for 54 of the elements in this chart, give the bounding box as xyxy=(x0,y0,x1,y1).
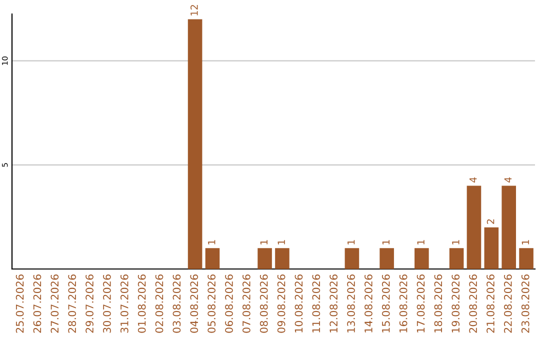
x-tick-label: 10.08.2026 xyxy=(294,274,303,332)
bar xyxy=(484,227,499,269)
x-tick-label: 30.07.2026 xyxy=(103,274,111,333)
data-label: 1 xyxy=(452,240,460,244)
data-label: 1 xyxy=(348,240,355,244)
x-tick-label: 07.08.2026 xyxy=(242,274,250,333)
x-tick-label: 09.08.2026 xyxy=(277,274,286,333)
x-tick-label: 06.08.2026 xyxy=(225,274,233,333)
data-label: 4 xyxy=(504,177,512,182)
x-tick-label: 04.08.2026 xyxy=(190,274,198,333)
x-tick-label: 12.08.2026 xyxy=(330,274,338,332)
x-tick-label: 20.08.2026 xyxy=(469,274,478,333)
x-tick-label: 29.07.2026 xyxy=(86,274,94,333)
bar xyxy=(466,186,482,269)
x-tick-label: 16.08.2026 xyxy=(399,274,408,332)
x-tick-label: 18.08.2026 xyxy=(434,274,442,332)
x-tick-label: 11.08.2026 xyxy=(312,274,320,332)
x-tick-label: 21.08.2026 xyxy=(486,274,494,333)
x-tick-label: 03.08.2026 xyxy=(172,274,181,333)
bar xyxy=(344,248,360,269)
x-tick-label: 13.08.2026 xyxy=(347,274,355,332)
data-label: 1 xyxy=(278,240,285,244)
data-label: 2 xyxy=(486,219,494,224)
bar xyxy=(380,248,394,269)
data-label: 1 xyxy=(260,240,268,244)
bar xyxy=(449,248,464,269)
data-label: 1 xyxy=(522,240,529,244)
x-tick-label: 19.08.2026 xyxy=(452,274,460,332)
bar xyxy=(275,248,290,269)
x-tick-label: 31.07.2026 xyxy=(120,274,128,333)
x-tick-label: 08.08.2026 xyxy=(260,274,268,333)
data-label: 1 xyxy=(382,240,390,244)
bar xyxy=(414,248,429,269)
data-label: 1 xyxy=(417,240,424,244)
data-label: 1 xyxy=(208,240,216,244)
x-tick-label: 14.08.2026 xyxy=(364,274,372,332)
x-tick-label: 27.07.2026 xyxy=(50,274,59,333)
x-tick-label: 05.08.2026 xyxy=(208,274,216,333)
data-label: 4 xyxy=(470,177,477,182)
x-tick-label: 17.08.2026 xyxy=(416,274,425,332)
x-tick-label: 23.08.2026 xyxy=(521,274,530,333)
x-tick-label: 26.07.2026 xyxy=(33,274,42,333)
x-tick-label: 28.07.2026 xyxy=(68,274,76,333)
bar xyxy=(258,248,272,269)
bar xyxy=(205,248,220,269)
bar xyxy=(502,186,516,269)
x-tick-label: 25.07.2026 xyxy=(16,274,24,333)
bar xyxy=(188,19,202,269)
x-tick-label: 22.08.2026 xyxy=(504,274,512,333)
bar xyxy=(519,248,534,269)
x-tick-label: 02.08.2026 xyxy=(155,274,164,333)
x-tick-label: 01.08.2026 xyxy=(138,274,146,333)
x-tick-label: 15.08.2026 xyxy=(382,274,390,332)
data-label: 12 xyxy=(190,5,198,16)
